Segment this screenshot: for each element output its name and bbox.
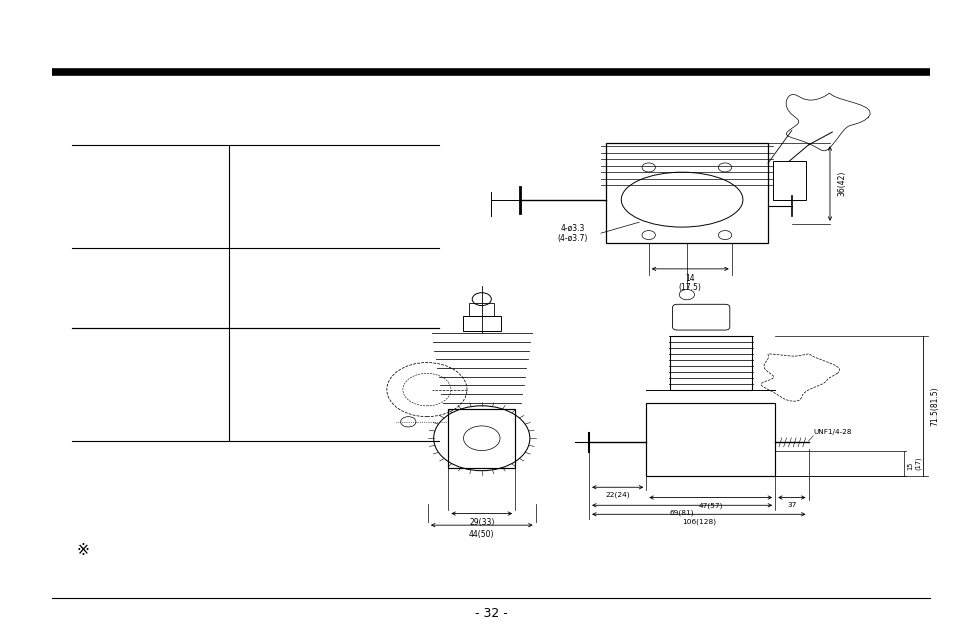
Text: ※: ※ — [76, 543, 89, 558]
Text: 15
(17): 15 (17) — [906, 457, 921, 470]
Bar — [469, 303, 494, 316]
Text: UNF1/4-28: UNF1/4-28 — [812, 428, 851, 435]
Text: - 32 -: - 32 - — [475, 607, 507, 620]
Text: 44(50): 44(50) — [469, 529, 494, 538]
Text: 71.5(81.5): 71.5(81.5) — [930, 386, 939, 426]
Text: 47(57): 47(57) — [698, 502, 722, 509]
Text: 106(128): 106(128) — [681, 519, 715, 526]
Text: 14: 14 — [684, 274, 695, 283]
Text: 29(33): 29(33) — [469, 518, 494, 527]
Text: 69(81): 69(81) — [669, 510, 694, 516]
Bar — [772, 161, 805, 200]
Bar — [448, 409, 515, 468]
Text: 37: 37 — [786, 502, 796, 508]
Bar — [646, 402, 774, 476]
Text: (17.5): (17.5) — [679, 283, 700, 292]
Text: 36(42): 36(42) — [837, 171, 845, 196]
Text: 4-ø3.3: 4-ø3.3 — [559, 224, 584, 233]
Text: 22(24): 22(24) — [605, 492, 629, 498]
Bar — [669, 336, 751, 390]
Bar — [462, 316, 500, 331]
Bar — [605, 144, 767, 243]
Text: (4-ø3.7): (4-ø3.7) — [557, 234, 587, 243]
